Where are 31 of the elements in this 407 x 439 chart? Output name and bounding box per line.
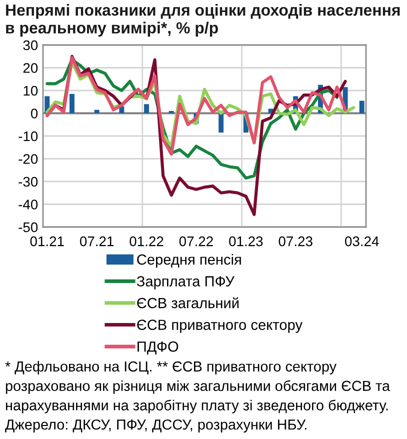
legend-label: ЄСВ приватного сектору xyxy=(137,320,302,333)
x-tick-label: 07.23 xyxy=(278,236,312,246)
line-series xyxy=(46,56,347,156)
y-tick-label: -20 xyxy=(18,154,38,164)
y-tick-label: 0 xyxy=(30,108,38,118)
bar xyxy=(144,104,150,114)
bar xyxy=(70,94,74,114)
bar xyxy=(218,113,224,133)
legend-label: ПДФО xyxy=(138,341,178,355)
x-tick-label: 03.24 xyxy=(345,236,379,246)
y-tick-label: -30 xyxy=(18,176,38,187)
y-tick-label: 30 xyxy=(23,40,38,50)
bar xyxy=(359,100,364,114)
legend-label: Середня пенсія xyxy=(137,254,241,268)
y-tick-label: -40 xyxy=(18,200,38,210)
x-tick-label: 01.22 xyxy=(130,236,164,246)
legend-label: Зарплата ПФУ xyxy=(136,276,235,290)
bar xyxy=(168,110,174,114)
y-tick-label: -10 xyxy=(18,131,38,142)
y-tick-label: 10 xyxy=(24,86,38,96)
y-tick-label: 20 xyxy=(23,63,38,73)
x-tick-label: 07.22 xyxy=(179,236,213,246)
x-tick-label: 07.21 xyxy=(80,236,114,246)
x-tick-label: 01.21 xyxy=(30,236,64,246)
legend-label: ЄСВ загальний xyxy=(137,297,239,308)
chart-title: Непрямі показники для оцінки доходів населення в реальному вимірі*, % р/р xyxy=(6,4,400,37)
text: * Дефльовано на ІСЦ. ** ЄСВ приватного сектору розраховано як різниця між загальними обсягами ЄСВ та нарахуваннями на заробітну плату зі зведеного бюджету. xyxy=(5,361,390,414)
text: Джерело: ДКСУ, ПФУ, ДССУ, розрахунки НБУ. xyxy=(5,419,306,433)
y-tick-label: -50 xyxy=(18,222,38,232)
bar xyxy=(94,110,100,114)
x-tick-label: 01.23 xyxy=(229,236,263,246)
